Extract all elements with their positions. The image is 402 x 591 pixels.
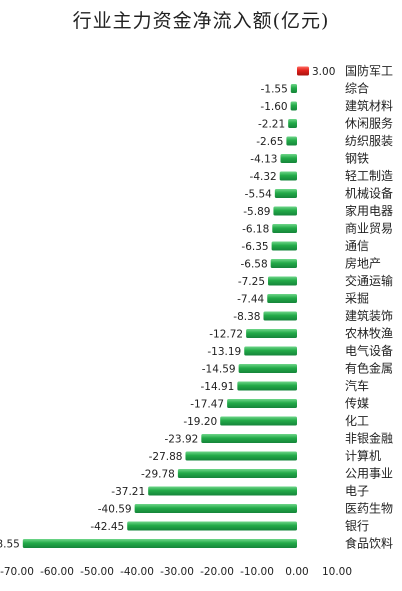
value-label: -4.13 (250, 154, 277, 166)
x-tick-label: -70.00 (0, 566, 34, 578)
category-label: 食品饮料 (345, 536, 393, 551)
bar-公用事业 (177, 469, 297, 478)
bar-医药生物 (134, 504, 297, 513)
category-label: 建筑材料 (345, 98, 393, 113)
category-label: 电子 (345, 484, 369, 498)
x-tick-label: -20.00 (200, 566, 234, 578)
bar-房地产 (270, 259, 297, 268)
bar-轻工制造 (279, 171, 297, 181)
category-label: 建筑装饰 (345, 308, 393, 323)
value-label: -14.91 (201, 381, 235, 393)
bar-采掘 (267, 294, 297, 303)
x-tick-label: -60.00 (40, 566, 74, 578)
category-label: 纺织服装 (345, 134, 393, 148)
bar-电气设备 (244, 346, 297, 356)
value-label: -6.35 (241, 241, 268, 253)
category-label: 房地产 (345, 256, 381, 271)
bar-建筑材料 (290, 101, 297, 111)
x-tick-label: 0.00 (285, 566, 308, 578)
bar-计算机 (185, 451, 297, 461)
value-label: -68.55 (0, 539, 20, 551)
bar-综合 (290, 84, 297, 93)
x-tick-label: -40.00 (120, 566, 154, 578)
value-label: -8.38 (233, 311, 260, 323)
category-label: 钢铁 (345, 152, 369, 166)
category-label: 国防军工 (345, 63, 393, 78)
bar-通信 (271, 241, 297, 251)
x-tick-label: -10.00 (240, 566, 274, 578)
bar-有色金属 (238, 364, 297, 373)
x-tick-label: -50.00 (80, 566, 114, 578)
category-label: 公用事业 (345, 467, 393, 481)
category-label: 医药生物 (345, 502, 393, 516)
value-label: -23.92 (164, 434, 198, 446)
value-label: -5.54 (245, 189, 272, 201)
value-label: -12.72 (209, 329, 243, 341)
bar-家用电器 (273, 206, 297, 216)
value-label: -1.55 (261, 84, 288, 96)
bar-国防军工 (297, 66, 309, 76)
value-label: -7.25 (238, 276, 265, 288)
category-label: 有色金属 (345, 361, 393, 376)
category-label: 通信 (345, 239, 369, 253)
category-label: 农林牧渔 (345, 327, 393, 341)
bar-钢铁 (280, 154, 297, 163)
category-label: 电气设备 (345, 343, 393, 358)
category-label: 采掘 (345, 291, 369, 306)
value-label: -37.21 (111, 486, 145, 498)
value-label: -14.59 (202, 364, 236, 376)
category-label: 商业贸易 (345, 221, 393, 236)
value-label: -27.88 (149, 451, 183, 463)
value-label: -5.89 (243, 206, 270, 218)
category-label: 机械设备 (345, 186, 393, 201)
bar-银行 (127, 521, 297, 531)
category-label: 化工 (345, 414, 369, 428)
category-label: 非银金融 (345, 431, 393, 446)
value-label: 3.00 (312, 66, 335, 78)
category-label: 银行 (345, 519, 369, 533)
bar-食品饮料 (22, 539, 298, 548)
chart-title: 行业主力资金净流入额(亿元) (72, 10, 330, 32)
value-label: -42.45 (90, 521, 124, 533)
value-label: -6.58 (241, 259, 268, 271)
value-label: -6.18 (242, 224, 269, 236)
value-label: -29.78 (141, 469, 175, 481)
value-label: -2.65 (256, 136, 283, 148)
bar-电子 (148, 486, 297, 496)
x-tick-label: -30.00 (160, 566, 194, 578)
bar-建筑装饰 (263, 311, 297, 321)
value-label: -40.59 (98, 504, 132, 516)
bar-农林牧渔 (246, 329, 297, 338)
value-label: -17.47 (190, 399, 224, 411)
value-label: -7.44 (237, 294, 264, 306)
bar-机械设备 (274, 189, 297, 198)
category-label: 休闲服务 (345, 116, 393, 131)
category-label: 计算机 (345, 448, 381, 463)
category-label: 综合 (345, 81, 369, 96)
x-tick-label: 10.00 (322, 566, 352, 578)
value-label: -19.20 (183, 416, 217, 428)
bar-传媒 (227, 399, 297, 408)
value-label: -13.19 (207, 346, 241, 358)
value-label: -2.21 (258, 119, 285, 131)
bar-交通运输 (268, 276, 297, 286)
bar-化工 (220, 416, 297, 426)
category-label: 轻工制造 (345, 169, 393, 183)
category-label: 传媒 (345, 396, 369, 411)
value-label: -1.60 (260, 101, 287, 113)
bar-非银金融 (201, 434, 297, 443)
bar-汽车 (237, 381, 297, 391)
category-label: 家用电器 (345, 203, 393, 218)
category-label: 汽车 (345, 378, 369, 393)
bar-商业贸易 (272, 224, 297, 233)
bar-纺织服装 (286, 136, 297, 146)
category-label: 交通运输 (345, 273, 393, 288)
value-label: -4.32 (250, 171, 277, 183)
bar-休闲服务 (288, 119, 297, 128)
